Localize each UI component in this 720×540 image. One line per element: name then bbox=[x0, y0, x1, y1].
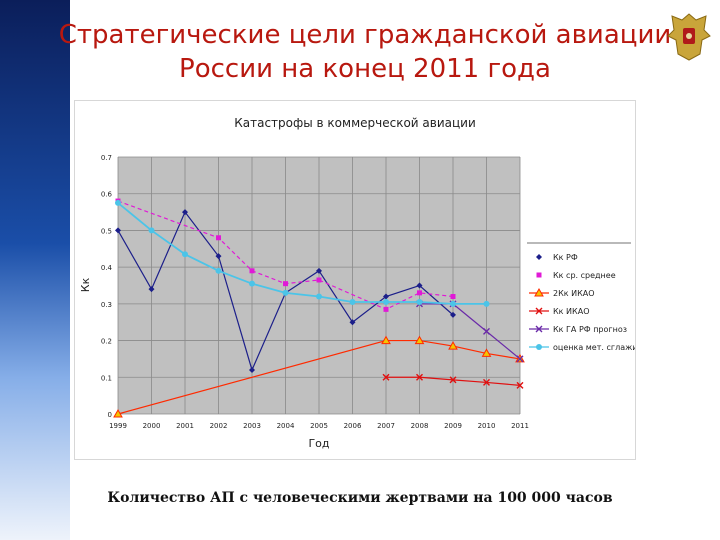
legend-marker bbox=[534, 287, 544, 297]
series-line bbox=[117, 339, 521, 415]
legend-item: Кк РФ bbox=[536, 253, 578, 262]
data-point bbox=[381, 335, 391, 345]
data-point bbox=[416, 282, 423, 289]
chart-panel: 0 0.1 0.2 0.3 0.4 0.5 0.6 0.7 1999 2000 2001 2002 20… bbox=[74, 100, 636, 460]
data-point bbox=[113, 408, 123, 418]
x-tick-label: 2011 bbox=[511, 422, 529, 430]
data-point bbox=[516, 381, 524, 389]
data-point bbox=[249, 280, 255, 287]
data-point bbox=[316, 277, 322, 283]
series-3 bbox=[382, 373, 524, 389]
data-point bbox=[383, 299, 389, 306]
data-point bbox=[383, 293, 389, 300]
data-point bbox=[249, 268, 255, 274]
y-tick-label: 0.5 bbox=[101, 227, 112, 235]
data-point bbox=[416, 299, 423, 306]
left-gradient-band bbox=[0, 0, 70, 540]
legend-item: оценка мет. сглаживания bbox=[529, 343, 635, 352]
data-point bbox=[283, 281, 288, 287]
data-point bbox=[383, 306, 389, 312]
legend-marker bbox=[535, 307, 543, 315]
data-point bbox=[481, 348, 492, 357]
legend-item: Кк ИКАО bbox=[529, 307, 590, 316]
data-point bbox=[316, 293, 322, 300]
data-point bbox=[115, 227, 121, 234]
series-5 bbox=[115, 199, 490, 307]
legend-label: Кк ИКАО bbox=[553, 307, 590, 316]
series-line bbox=[419, 303, 521, 360]
legend-label: оценка мет. сглаживания bbox=[553, 343, 635, 352]
x-tick-label: 2004 bbox=[277, 422, 295, 430]
legend-label: 2Кк ИКАО bbox=[553, 289, 595, 298]
emblem-icon bbox=[667, 13, 711, 61]
x-tick-label: 2008 bbox=[411, 422, 429, 430]
data-point bbox=[215, 267, 222, 274]
y-axis-label: Кк bbox=[79, 277, 92, 292]
y-tick-label: 0 bbox=[108, 411, 112, 419]
legend-marker bbox=[535, 325, 543, 333]
data-point bbox=[516, 355, 524, 363]
data-point bbox=[282, 289, 289, 296]
data-point bbox=[450, 300, 456, 307]
data-point bbox=[182, 209, 188, 216]
x-tick-label: 2003 bbox=[243, 422, 261, 430]
legend-label: Кк РФ bbox=[553, 253, 578, 262]
y-tick-label: 0.3 bbox=[101, 301, 112, 309]
data-point bbox=[483, 378, 490, 386]
x-tick-label: 2001 bbox=[176, 422, 194, 430]
y-tick-label: 0.1 bbox=[101, 374, 112, 382]
chart-title: Катастрофы в коммерческой авиации bbox=[234, 116, 476, 130]
data-point bbox=[382, 373, 390, 381]
chart-legend: Кк РФ Кк ср. среднее 2Кк ИКАО Кк ИКАО Кк ГА … bbox=[527, 242, 635, 352]
data-point bbox=[249, 366, 255, 373]
data-point bbox=[483, 300, 490, 307]
legend-label: Кк ГА РФ прогноз bbox=[553, 325, 627, 334]
x-tick-label: 2005 bbox=[310, 422, 328, 430]
legend-marker bbox=[536, 344, 542, 350]
slide-title-line2: России на конец 2011 года bbox=[179, 54, 551, 84]
data-point bbox=[417, 290, 422, 296]
data-point bbox=[450, 294, 456, 300]
data-point bbox=[448, 341, 458, 350]
legend-marker bbox=[536, 272, 542, 278]
legend-label: Кк ср. среднее bbox=[553, 271, 616, 280]
data-point bbox=[414, 335, 425, 345]
x-tick-label: 2000 bbox=[143, 422, 161, 430]
legend-item: Кк ср. среднее bbox=[536, 271, 616, 280]
x-tick-label: 2007 bbox=[377, 422, 395, 430]
x-tick-label: 2002 bbox=[210, 422, 228, 430]
y-tick-label: 0.4 bbox=[101, 264, 113, 272]
slide-title: Стратегические цели гражданской авиации … bbox=[40, 18, 690, 86]
series-line bbox=[117, 202, 487, 305]
data-point bbox=[349, 319, 356, 326]
x-tick-label: 2009 bbox=[444, 422, 462, 430]
data-point bbox=[216, 235, 221, 241]
x-tick-label: 1999 bbox=[109, 422, 127, 430]
legend-item: 2Кк ИКАО bbox=[529, 287, 595, 298]
data-point bbox=[148, 227, 155, 234]
data-point bbox=[449, 376, 457, 384]
data-point bbox=[215, 253, 222, 260]
legend-marker bbox=[536, 254, 542, 260]
slide-caption: Количество АП с человеческими жертвами н… bbox=[107, 490, 613, 506]
data-point bbox=[182, 251, 188, 258]
y-tick-label: 0.2 bbox=[101, 338, 112, 346]
slide-title-line1: Стратегические цели гражданской авиации bbox=[58, 20, 672, 50]
data-point bbox=[450, 311, 456, 318]
data-point bbox=[349, 299, 356, 306]
x-tick-label: 2006 bbox=[344, 422, 362, 430]
x-tick-label: 2010 bbox=[478, 422, 496, 430]
data-point bbox=[115, 199, 121, 206]
data-point bbox=[416, 373, 423, 381]
data-point bbox=[316, 267, 322, 274]
y-tick-label: 0.7 bbox=[101, 154, 112, 162]
legend-item: Кк ГА РФ прогноз bbox=[529, 325, 627, 334]
data-point bbox=[148, 286, 155, 293]
data-point bbox=[483, 327, 490, 335]
chart-svg: 0 0.1 0.2 0.3 0.4 0.5 0.6 0.7 1999 2000 2001 2002 20… bbox=[79, 116, 635, 450]
y-tick-label: 0.6 bbox=[101, 191, 113, 199]
series-line bbox=[117, 200, 454, 311]
x-axis-label: Год bbox=[308, 437, 329, 450]
